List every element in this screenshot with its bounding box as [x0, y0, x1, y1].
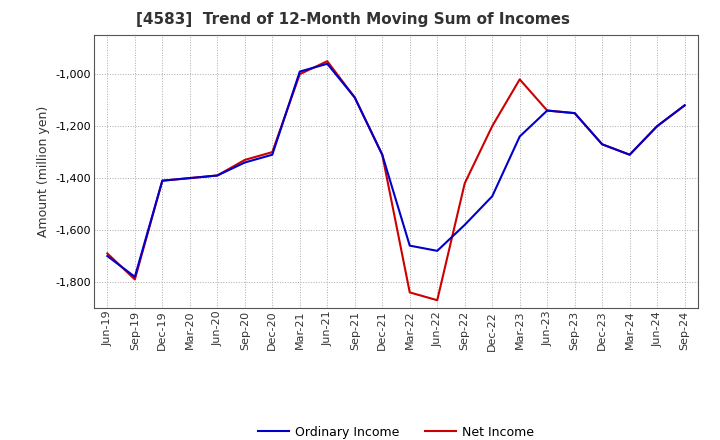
Net Income	[130, 277, 139, 282]
Ordinary Income	[488, 194, 497, 199]
Net Income	[378, 152, 387, 158]
Net Income	[240, 157, 249, 162]
Net Income	[598, 142, 606, 147]
Ordinary Income	[598, 142, 606, 147]
Net Income	[103, 251, 112, 256]
Line: Ordinary Income: Ordinary Income	[107, 64, 685, 277]
Legend: Ordinary Income, Net Income: Ordinary Income, Net Income	[253, 421, 539, 440]
Ordinary Income	[570, 110, 579, 116]
Ordinary Income	[213, 173, 222, 178]
Ordinary Income	[543, 108, 552, 113]
Net Income	[543, 108, 552, 113]
Net Income	[158, 178, 166, 183]
Ordinary Income	[103, 253, 112, 259]
Net Income	[653, 124, 662, 129]
Net Income	[488, 124, 497, 129]
Ordinary Income	[653, 124, 662, 129]
Ordinary Income	[268, 152, 276, 158]
Net Income	[460, 181, 469, 186]
Ordinary Income	[626, 152, 634, 158]
Net Income	[405, 290, 414, 295]
Text: [4583]  Trend of 12-Month Moving Sum of Incomes: [4583] Trend of 12-Month Moving Sum of I…	[136, 12, 570, 27]
Ordinary Income	[351, 95, 359, 100]
Net Income	[351, 95, 359, 100]
Net Income	[433, 297, 441, 303]
Ordinary Income	[378, 152, 387, 158]
Net Income	[680, 103, 689, 108]
Net Income	[186, 176, 194, 181]
Net Income	[213, 173, 222, 178]
Ordinary Income	[130, 274, 139, 279]
Ordinary Income	[158, 178, 166, 183]
Net Income	[626, 152, 634, 158]
Line: Net Income: Net Income	[107, 61, 685, 300]
Ordinary Income	[405, 243, 414, 248]
Ordinary Income	[433, 248, 441, 253]
Ordinary Income	[516, 134, 524, 139]
Ordinary Income	[186, 176, 194, 181]
Ordinary Income	[295, 69, 304, 74]
Net Income	[295, 72, 304, 77]
Net Income	[268, 150, 276, 155]
Y-axis label: Amount (million yen): Amount (million yen)	[37, 106, 50, 237]
Net Income	[570, 110, 579, 116]
Net Income	[323, 59, 332, 64]
Ordinary Income	[680, 103, 689, 108]
Ordinary Income	[460, 222, 469, 227]
Ordinary Income	[240, 160, 249, 165]
Net Income	[516, 77, 524, 82]
Ordinary Income	[323, 61, 332, 66]
